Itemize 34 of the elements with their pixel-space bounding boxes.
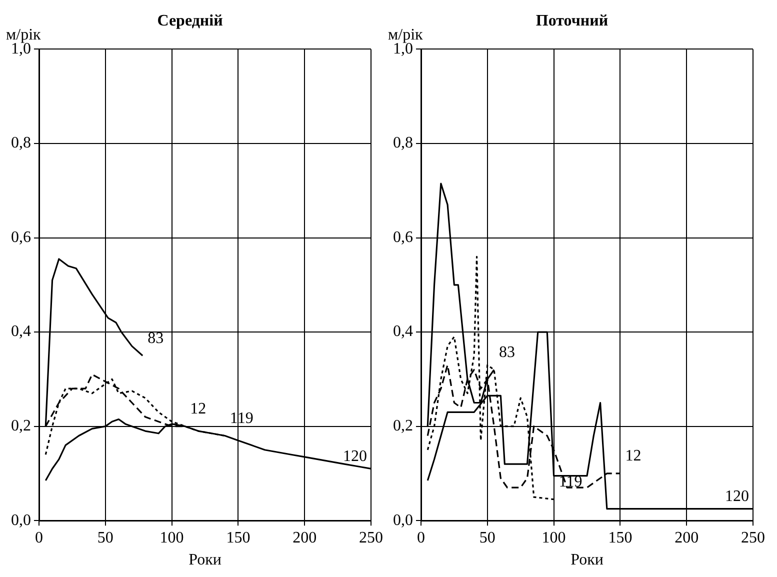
series-label: 12	[625, 448, 642, 465]
x-tick-label: 150	[608, 529, 632, 546]
y-axis-title: м/рік	[6, 26, 42, 44]
x-axis-title: Роки	[188, 552, 222, 569]
chart-title: Середній	[157, 12, 223, 30]
x-tick-label: 100	[160, 529, 184, 546]
x-axis-title: Роки	[570, 552, 604, 569]
series-label: 120	[725, 488, 749, 506]
y-tick-label: 0,4	[11, 323, 31, 340]
series-label: 83	[499, 344, 516, 361]
x-tick-label: 0	[417, 529, 425, 546]
x-tick-label: 250	[741, 529, 765, 546]
x-tick-label: 200	[292, 529, 317, 546]
y-tick-label: 0,4	[393, 323, 413, 340]
y-tick-label: 0,8	[393, 134, 413, 152]
y-tick-label: 0,0	[393, 512, 413, 529]
x-tick-label: 50	[479, 529, 496, 546]
series-label: 12	[190, 400, 206, 418]
y-tick-label: 0,0	[11, 512, 31, 529]
series-label: 120	[343, 448, 367, 465]
y-tick-label: 0,6	[11, 228, 31, 246]
series-label: 83	[148, 330, 164, 347]
x-tick-label: 100	[542, 529, 566, 546]
y-axis-title: м/рік	[388, 26, 424, 44]
y-tick-label: 0,8	[11, 134, 31, 152]
x-tick-label: 250	[359, 529, 383, 546]
y-tick-label: 0,2	[11, 418, 31, 435]
chart-title: Поточний	[536, 12, 608, 30]
y-tick-label: 0,6	[393, 228, 413, 246]
y-tick-label: 0,2	[393, 418, 413, 435]
x-tick-label: 0	[35, 529, 43, 546]
x-tick-label: 50	[97, 529, 114, 546]
x-tick-label: 200	[674, 529, 699, 546]
x-tick-label: 150	[226, 529, 250, 546]
